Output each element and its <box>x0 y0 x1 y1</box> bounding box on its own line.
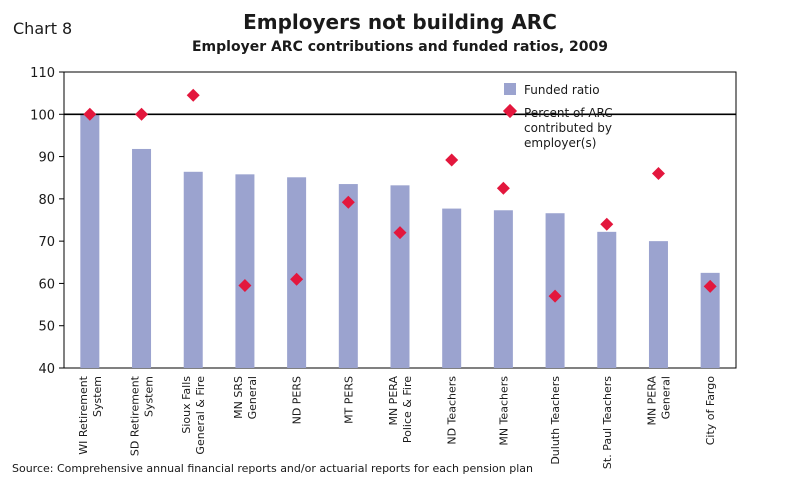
arc-percent-marker <box>135 107 149 121</box>
x-category-label: General <box>659 376 672 419</box>
arc-percent-marker <box>83 107 97 121</box>
x-category-label: MT PERS <box>342 376 355 424</box>
funded-ratio-bar <box>183 171 203 368</box>
x-category-label: General <box>246 376 259 419</box>
legend-bar-swatch <box>504 83 516 95</box>
y-tick-label: 60 <box>38 277 55 292</box>
x-category-label: MN PERA <box>645 376 658 426</box>
chart-title: Employers not building ARC <box>243 10 557 34</box>
y-tick-label: 70 <box>38 235 55 250</box>
y-tick-label: 100 <box>30 108 55 123</box>
y-tick-label: 40 <box>38 362 55 377</box>
x-category-label: ND PERS <box>291 376 304 424</box>
legend-marker-label-line-1: Percent of ARC <box>524 106 613 120</box>
x-category-label: Police & Fire <box>401 376 414 443</box>
arc-percent-marker <box>548 289 562 303</box>
y-tick-label: 110 <box>30 66 55 81</box>
y-axis: 40 50 60 70 80 90 100 110 <box>30 66 64 377</box>
funded-ratio-bar <box>287 177 307 368</box>
arc-percent-marker <box>600 217 614 231</box>
x-category-label: MN PERA <box>387 376 400 426</box>
x-category-label: System <box>143 376 156 417</box>
x-axis-labels: WI Retirement System SD Retirement System Si… <box>77 375 717 469</box>
funded-ratio-bar <box>390 185 410 368</box>
funded-ratio-bar <box>597 231 617 368</box>
arc-percent-marker <box>651 166 665 180</box>
funded-ratio-bar <box>648 241 668 368</box>
arc-percent-marker <box>393 226 407 240</box>
legend-marker-swatch <box>502 103 518 119</box>
x-category-label: System <box>91 376 104 417</box>
arc-percent-marker <box>445 153 459 167</box>
bar-series <box>80 114 720 369</box>
x-category-label: MN Teachers <box>497 376 510 446</box>
arc-percent-marker <box>496 181 510 195</box>
funded-ratio-bar <box>493 210 513 368</box>
chart-number: Chart 8 <box>13 19 73 38</box>
legend: Funded ratio Percent of ARC contributed … <box>502 83 613 150</box>
x-category-label: ND Teachers <box>446 376 459 445</box>
funded-ratio-bar <box>80 114 100 369</box>
arc-percent-marker <box>703 279 717 293</box>
x-category-label: General & Fire <box>194 376 207 455</box>
funded-ratio-bar <box>442 208 462 368</box>
legend-marker-label-line-3: employer(s) <box>524 136 596 150</box>
arc-percent-marker <box>238 279 252 293</box>
x-category-label: Sioux Falls <box>180 376 193 434</box>
marker-series <box>83 88 717 303</box>
x-category-label: WI Retirement <box>77 375 90 454</box>
y-tick-label: 90 <box>38 151 55 166</box>
legend-marker-label-line-2: contributed by <box>524 121 612 135</box>
funded-ratio-bar <box>700 272 720 368</box>
source-note: Source: Comprehensive annual financial r… <box>12 462 533 475</box>
funded-ratio-bar <box>132 148 152 368</box>
y-tick-label: 50 <box>38 320 55 335</box>
funded-ratio-bar <box>338 184 358 368</box>
x-category-label: SD Retirement <box>129 375 142 456</box>
arc-percent-marker <box>341 195 355 209</box>
arc-percent-marker <box>186 88 200 102</box>
y-tick-label: 80 <box>38 193 55 208</box>
x-category-label: St. Paul Teachers <box>601 376 614 469</box>
arc-percent-marker <box>290 272 304 286</box>
x-category-label: City of Fargo <box>704 376 717 446</box>
legend-bar-label: Funded ratio <box>524 83 600 97</box>
chart-subtitle: Employer ARC contributions and funded ra… <box>191 39 608 55</box>
x-category-label: Duluth Teachers <box>549 376 562 465</box>
x-category-label: MN SRS <box>232 376 245 419</box>
funded-ratio-bar <box>235 174 255 368</box>
